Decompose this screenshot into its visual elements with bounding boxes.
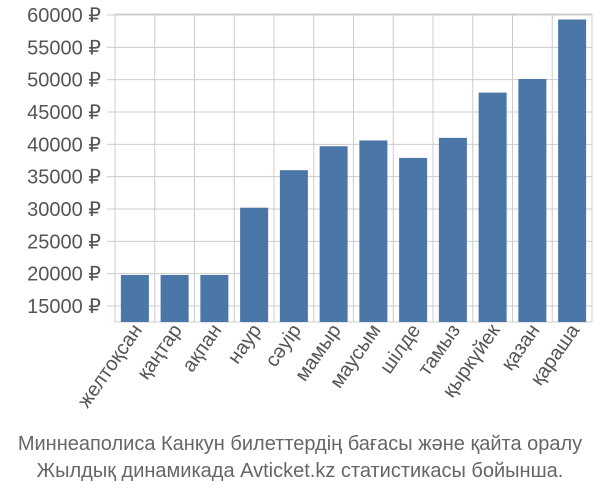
x-tick-label: ақпан [178, 320, 226, 376]
y-tick-label: 45000 ₽ [27, 102, 101, 124]
x-tick-label: наур [224, 320, 267, 368]
bar [359, 140, 388, 322]
y-tick-label: 50000 ₽ [27, 70, 101, 92]
chart-caption-line-1: Миннеаполиса Канкун билеттердің бағасы ж… [17, 433, 583, 455]
bar-chart: 15000 ₽ 20000 ₽ 25000 ₽ 30000 ₽ 35000 ₽ 40000… [27, 5, 593, 412]
bar [518, 79, 547, 323]
y-tick-label: 60000 ₽ [27, 5, 101, 27]
y-tick-label: 20000 ₽ [27, 264, 101, 286]
bar [160, 274, 189, 322]
bar [478, 92, 507, 322]
chart-caption-line-2: Жылдық динамикада Avticket.kz статистика… [36, 460, 564, 482]
bar [558, 19, 587, 322]
bar [399, 157, 428, 322]
y-tick-label: 35000 ₽ [27, 167, 101, 189]
bar [319, 146, 348, 322]
y-tick-label: 25000 ₽ [27, 231, 101, 253]
bar [279, 170, 308, 322]
y-tick-label: 15000 ₽ [27, 296, 101, 318]
bar [200, 274, 229, 322]
bar [240, 207, 269, 322]
y-tick-label: 55000 ₽ [27, 37, 101, 59]
bar [120, 274, 149, 322]
y-tick-label: 30000 ₽ [27, 199, 101, 221]
bar [438, 137, 467, 322]
y-tick-label: 40000 ₽ [27, 134, 101, 156]
